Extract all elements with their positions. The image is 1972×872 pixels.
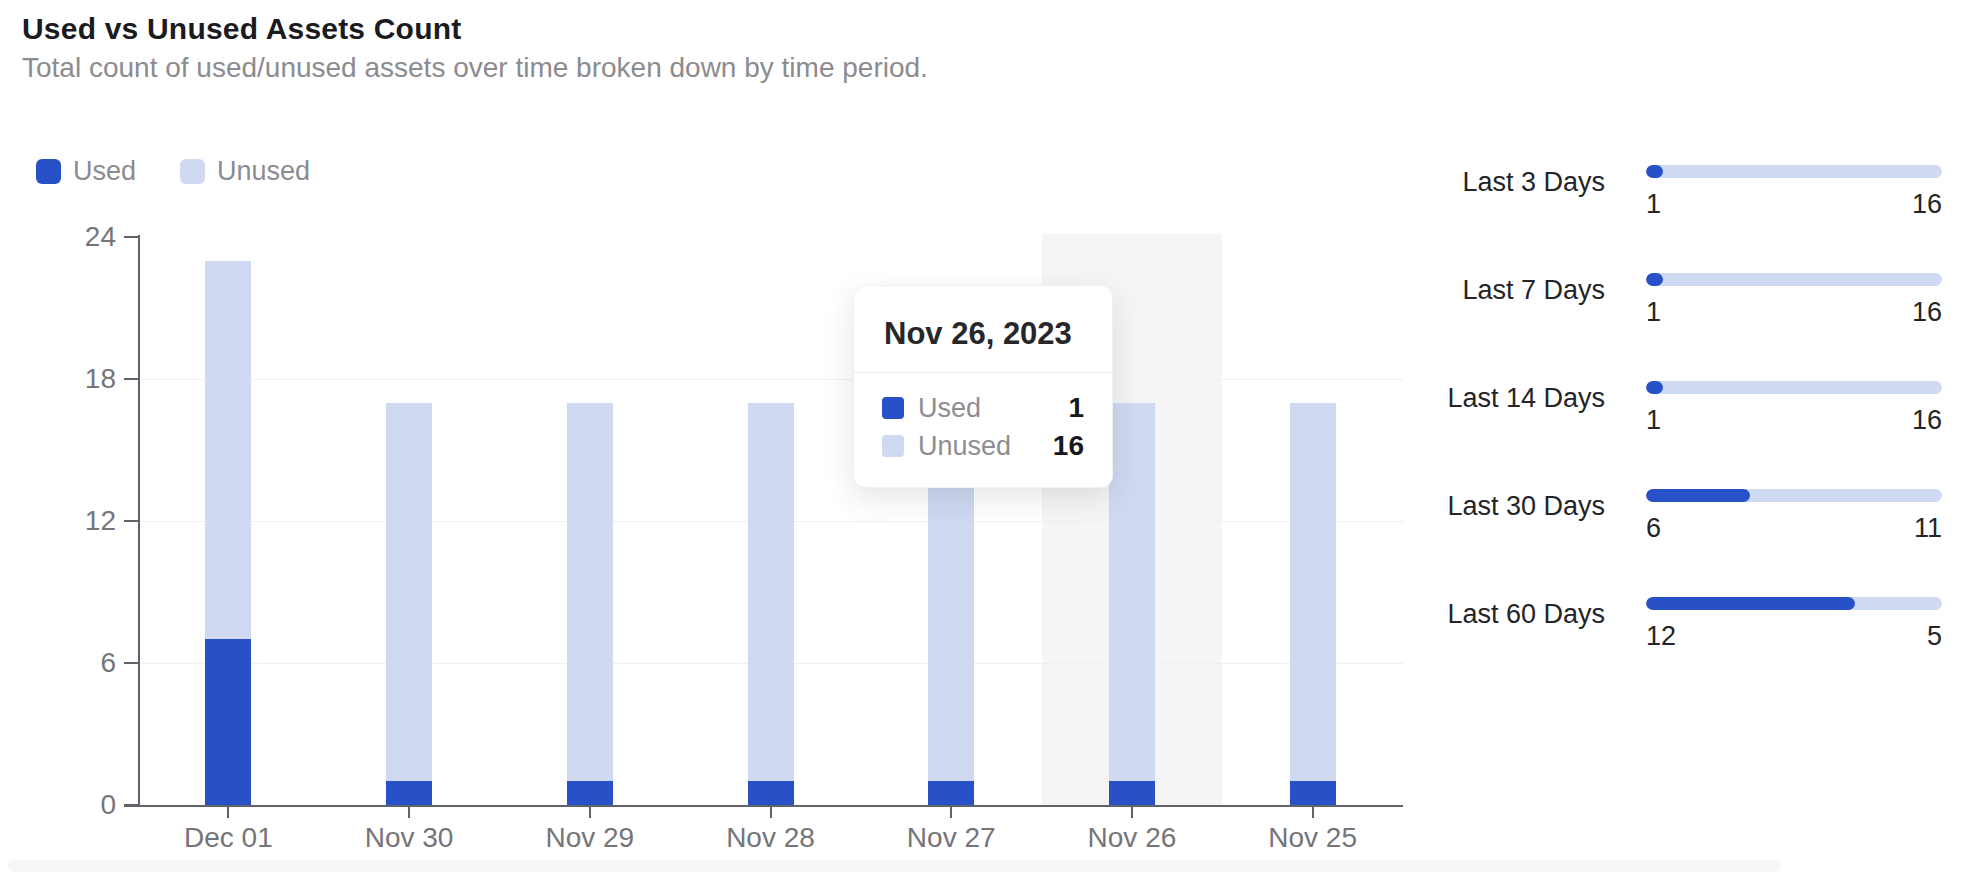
x-axis-tick xyxy=(1312,807,1314,818)
time-period-progress-fill xyxy=(1646,165,1663,178)
y-axis-label: 18 xyxy=(36,363,116,395)
time-period-progress-track xyxy=(1646,273,1942,286)
y-axis-line xyxy=(138,235,140,807)
x-axis-tick xyxy=(589,807,591,818)
x-axis-tick xyxy=(770,807,772,818)
bar-nov-26[interactable] xyxy=(1109,403,1155,805)
x-axis-label: Nov 26 xyxy=(1042,822,1222,854)
tooltip-series-value: 1 xyxy=(1068,392,1084,424)
y-axis-label: 6 xyxy=(36,647,116,679)
bar-nov-25[interactable] xyxy=(1290,403,1336,805)
x-axis-label: Dec 01 xyxy=(138,822,318,854)
time-period-progress-track xyxy=(1646,489,1942,502)
time-period-end-value: 16 xyxy=(1912,189,1942,220)
bar-nov-30[interactable] xyxy=(386,403,432,805)
time-period-start-value: 12 xyxy=(1646,621,1676,652)
time-period-start-value: 1 xyxy=(1646,189,1661,220)
bar-segment-unused xyxy=(386,403,432,782)
bar-nov-28[interactable] xyxy=(748,403,794,805)
bar-segment-used xyxy=(1109,781,1155,805)
y-axis-tick xyxy=(124,236,138,238)
bar-segment-used xyxy=(928,781,974,805)
tooltip-series-value: 16 xyxy=(1053,430,1084,462)
tooltip-swatch-unused xyxy=(882,435,904,457)
x-axis-tick xyxy=(408,807,410,818)
bar-segment-used xyxy=(205,639,251,805)
bar-segment-unused xyxy=(748,403,794,782)
y-axis-tick xyxy=(124,520,138,522)
y-axis-tick xyxy=(124,378,138,380)
bar-nov-29[interactable] xyxy=(567,403,613,805)
time-period-start-value: 6 xyxy=(1646,513,1661,544)
tooltip-row-used: Used 1 xyxy=(882,393,1084,423)
x-axis-line xyxy=(124,805,1403,807)
time-period-start-value: 1 xyxy=(1646,405,1661,436)
time-period-progress-fill xyxy=(1646,489,1750,502)
chart-tooltip: Nov 26, 2023 Used 1 Unused 16 xyxy=(853,285,1113,488)
bar-segment-unused xyxy=(567,403,613,782)
time-period-end-value: 5 xyxy=(1927,621,1942,652)
time-period-progress-fill xyxy=(1646,381,1663,394)
time-period-label: Last 30 Days xyxy=(1380,491,1605,522)
time-period-end-value: 16 xyxy=(1912,297,1942,328)
y-axis-label: 0 xyxy=(36,789,116,821)
time-period-end-value: 16 xyxy=(1912,405,1942,436)
y-axis-label: 24 xyxy=(36,221,116,253)
tooltip-series-label: Unused xyxy=(918,431,1039,462)
x-axis-label: Nov 30 xyxy=(319,822,499,854)
time-period-row-last-30-days: Last 30 Days 6 11 xyxy=(1380,477,1942,561)
bar-dec-01[interactable] xyxy=(205,261,251,805)
x-axis-label: Nov 28 xyxy=(681,822,861,854)
x-axis-label: Nov 29 xyxy=(500,822,680,854)
tooltip-swatch-used xyxy=(882,397,904,419)
time-period-end-value: 11 xyxy=(1914,513,1942,544)
time-period-progress-fill xyxy=(1646,597,1855,610)
bar-segment-used xyxy=(386,781,432,805)
time-period-label: Last 7 Days xyxy=(1380,275,1605,306)
bar-segment-used xyxy=(1290,781,1336,805)
tooltip-title: Nov 26, 2023 xyxy=(854,286,1112,372)
x-axis-tick xyxy=(950,807,952,818)
time-period-row-last-7-days: Last 7 Days 1 16 xyxy=(1380,261,1942,345)
x-axis-label: Nov 25 xyxy=(1223,822,1403,854)
time-period-row-last-60-days: Last 60 Days 12 5 xyxy=(1380,585,1942,669)
time-period-label: Last 3 Days xyxy=(1380,167,1605,198)
bar-segment-used xyxy=(567,781,613,805)
tooltip-series-label: Used xyxy=(918,393,1054,424)
tooltip-row-unused: Unused 16 xyxy=(882,431,1084,461)
gridline xyxy=(138,379,1403,380)
time-period-row-last-3-days: Last 3 Days 1 16 xyxy=(1380,153,1942,237)
x-axis-tick xyxy=(227,807,229,818)
y-axis-tick xyxy=(124,662,138,664)
x-axis-tick xyxy=(1131,807,1133,818)
time-period-progress-track xyxy=(1646,381,1942,394)
x-axis-label: Nov 27 xyxy=(861,822,1041,854)
time-period-label: Last 14 Days xyxy=(1380,383,1605,414)
tooltip-rows: Used 1 Unused 16 xyxy=(854,373,1112,487)
bar-chart: 06121824Dec 01Nov 30Nov 29Nov 28Nov 27No… xyxy=(0,0,1460,872)
time-period-progress-fill xyxy=(1646,273,1663,286)
bar-segment-unused xyxy=(1290,403,1336,782)
time-period-progress-track xyxy=(1646,597,1942,610)
bar-segment-unused xyxy=(205,261,251,640)
time-period-start-value: 1 xyxy=(1646,297,1661,328)
horizontal-scrollbar-track[interactable] xyxy=(8,860,1780,872)
time-period-progress-track xyxy=(1646,165,1942,178)
bar-segment-unused xyxy=(1109,403,1155,782)
time-period-row-last-14-days: Last 14 Days 1 16 xyxy=(1380,369,1942,453)
bar-segment-used xyxy=(748,781,794,805)
y-axis-label: 12 xyxy=(36,505,116,537)
time-period-label: Last 60 Days xyxy=(1380,599,1605,630)
time-period-panel: Last 3 Days116Last 7 Days116Last 14 Days… xyxy=(1380,153,1942,713)
